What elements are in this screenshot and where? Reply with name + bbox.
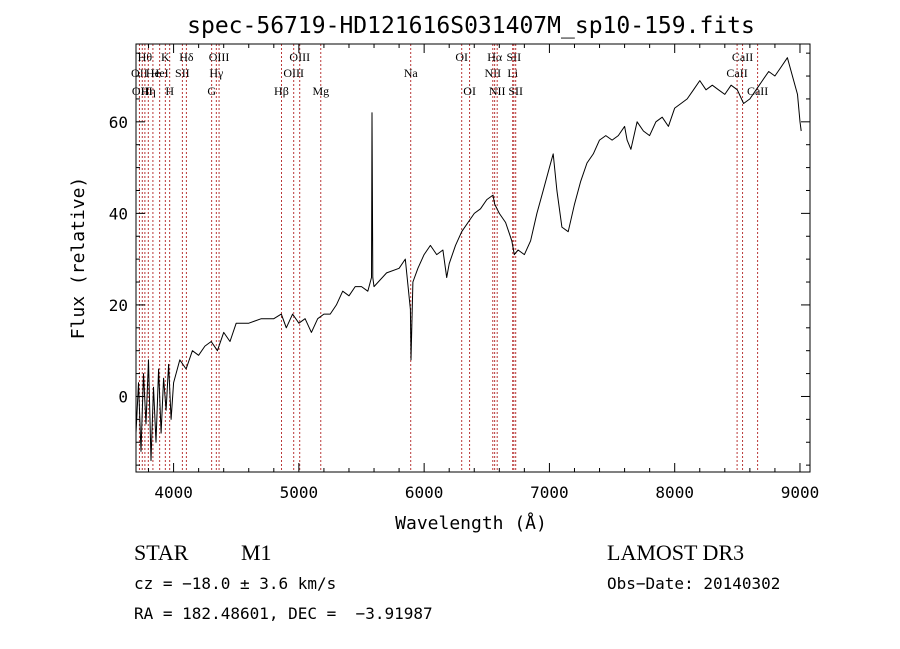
line-label-15: OIII <box>289 50 310 64</box>
line-label-27: CaII <box>732 50 753 64</box>
line-label-26: CaII <box>726 66 747 80</box>
chart-title: spec-56719-HD121616S031407M_sp10-159.fit… <box>187 13 755 39</box>
emission-line-markers: OIIOIIIHθHηHeHeIKHSIIHδGHγOIIIHβOIIIOIII… <box>131 44 768 472</box>
line-label-25: SII <box>508 84 523 98</box>
line-label-0: OII <box>131 66 148 80</box>
x-tick-label-2: 6000 <box>405 483 444 502</box>
plot-frame <box>135 43 811 473</box>
line-label-7: H <box>165 84 174 98</box>
observation-date: Obs−Date: 20140302 <box>607 574 781 593</box>
line-label-9: Hδ <box>179 50 194 64</box>
line-label-24: SII <box>507 50 522 64</box>
survey-name: LAMOST DR3 <box>607 540 745 565</box>
y-tick-label-2: 40 <box>109 204 128 223</box>
line-label-1: OIII <box>132 84 153 98</box>
line-label-21: Hα <box>487 50 503 64</box>
object-class: STAR <box>134 540 189 565</box>
y-tick-label-1: 20 <box>109 296 128 315</box>
line-label-19: OI <box>463 84 476 98</box>
line-label-11: Hγ <box>209 66 224 80</box>
line-label-18: OI <box>455 50 468 64</box>
line-label-17: Na <box>404 66 419 80</box>
spectrum-line-0 <box>135 57 802 462</box>
line-label-20: NII <box>484 66 501 80</box>
x-axis-label: Wavelength (Å) <box>395 512 547 534</box>
x-tick-label-4: 8000 <box>655 483 694 502</box>
line-label-28: CaII <box>747 84 768 98</box>
line-label-23: Li <box>507 66 518 80</box>
line-label-2: Hθ <box>138 50 153 64</box>
x-tick-label-3: 7000 <box>530 483 569 502</box>
y-axis-label: Flux (relative) <box>68 177 89 340</box>
line-label-22: NII <box>489 84 506 98</box>
line-label-12: OIII <box>209 50 230 64</box>
redshift-velocity: cz = −18.0 ± 3.6 km/s <box>134 574 337 593</box>
x-tick-label-0: 4000 <box>154 483 193 502</box>
line-label-3: Hη <box>141 84 156 98</box>
line-label-16: Mg <box>312 84 329 98</box>
axis-ticks: 4000 5000 6000 7000 8000 9000 0 20 40 60 <box>109 44 820 502</box>
object-subclass: M1 <box>241 540 272 565</box>
x-tick-label-5: 9000 <box>781 483 820 502</box>
line-label-4: He <box>146 66 160 80</box>
line-label-14: OIII <box>283 66 304 80</box>
line-label-10: G <box>207 84 216 98</box>
line-label-8: SII <box>175 66 190 80</box>
y-tick-label-3: 60 <box>109 113 128 132</box>
x-tick-label-1: 5000 <box>280 483 319 502</box>
spectrum-series <box>135 57 802 462</box>
y-tick-label-0: 0 <box>118 387 128 406</box>
line-label-6: K <box>161 50 170 64</box>
coordinates: RA = 182.48601, DEC = −3.91987 <box>134 604 433 623</box>
line-label-13: Hβ <box>274 84 289 98</box>
line-label-5: HeI <box>151 66 169 80</box>
